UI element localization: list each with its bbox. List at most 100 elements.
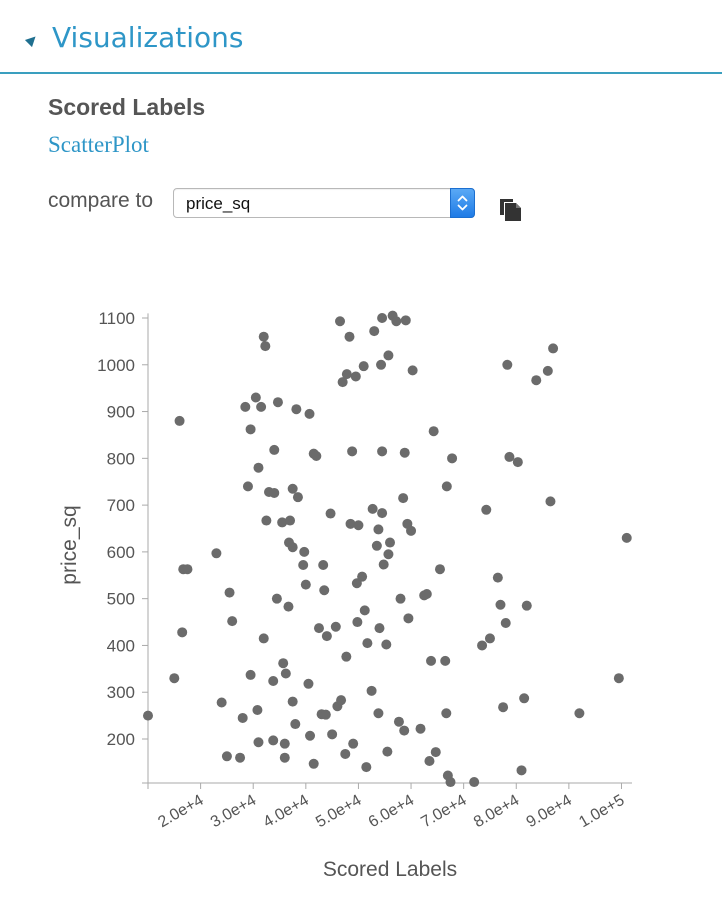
- y-tick-label: 700: [107, 496, 135, 515]
- data-point: [484, 633, 495, 644]
- data-point: [613, 673, 624, 684]
- data-point: [291, 404, 302, 415]
- data-point: [385, 537, 395, 548]
- y-tick-label: 1100: [98, 309, 135, 328]
- data-point: [341, 369, 352, 380]
- data-point: [298, 559, 309, 570]
- data-point: [327, 729, 338, 740]
- section-title: Scored Labels: [48, 94, 206, 120]
- y-tick-label: 300: [107, 683, 135, 702]
- data-point: [383, 549, 394, 560]
- data-point: [502, 359, 513, 370]
- data-point: [440, 655, 451, 666]
- data-point: [415, 723, 426, 734]
- data-point: [424, 755, 435, 766]
- data-point: [345, 518, 356, 529]
- data-point: [279, 738, 290, 749]
- data-point: [300, 579, 311, 590]
- compare-select[interactable]: price_sq: [173, 188, 475, 218]
- data-point: [308, 758, 319, 769]
- triangle-down-icon[interactable]: [24, 32, 40, 48]
- data-point: [182, 564, 193, 575]
- y-tick-label: 200: [107, 730, 135, 749]
- data-point: [407, 365, 418, 376]
- data-point: [369, 326, 380, 337]
- data-point: [245, 424, 256, 435]
- y-tick-label: 400: [107, 636, 135, 655]
- x-tick-label: 8.0e+4: [471, 792, 522, 831]
- data-point: [400, 315, 411, 326]
- data-point: [268, 675, 279, 686]
- data-point: [143, 710, 153, 721]
- data-point: [283, 601, 294, 612]
- x-axis-label: Scored Labels: [323, 858, 457, 881]
- data-point: [344, 331, 355, 342]
- y-tick-label: 1000: [97, 356, 135, 375]
- data-point: [216, 697, 227, 708]
- chevron-updown-icon[interactable]: [450, 188, 475, 218]
- data-point: [373, 524, 384, 535]
- data-point: [492, 572, 503, 583]
- data-point: [292, 492, 303, 503]
- data-point: [305, 730, 316, 741]
- y-tick-label: 500: [107, 590, 135, 609]
- copy-icon[interactable]: [499, 196, 523, 222]
- data-point: [428, 426, 439, 437]
- data-point: [374, 623, 385, 634]
- y-tick-label: 600: [107, 543, 135, 562]
- compare-select-value: price_sq: [186, 194, 251, 213]
- data-point: [358, 361, 369, 372]
- data-point: [227, 616, 238, 627]
- data-point: [378, 559, 389, 570]
- data-point: [336, 695, 347, 706]
- data-point: [519, 693, 530, 704]
- x-tick-label: 3.0e+4: [208, 792, 259, 831]
- data-point: [574, 708, 585, 719]
- data-point: [320, 709, 331, 720]
- data-point: [498, 702, 509, 713]
- data-point: [272, 397, 283, 408]
- data-point: [245, 669, 256, 680]
- data-point: [426, 655, 437, 666]
- data-point: [542, 365, 553, 376]
- data-point: [221, 751, 232, 762]
- data-point: [521, 600, 532, 611]
- data-point: [383, 350, 394, 361]
- data-point: [258, 331, 269, 342]
- data-point: [325, 508, 336, 519]
- x-tick-label: 9.0e+4: [524, 792, 575, 831]
- data-point: [258, 633, 269, 644]
- data-point: [500, 617, 511, 628]
- data-point: [169, 673, 180, 684]
- data-point: [359, 605, 370, 616]
- data-point: [347, 446, 358, 457]
- data-point: [287, 696, 298, 707]
- data-point: [445, 777, 456, 788]
- data-point: [304, 408, 315, 419]
- scatter-chart: 200 300 400 500 600 700 800 900 1000 1100 2.0e+4 3.…: [58, 309, 632, 881]
- data-point: [211, 548, 222, 559]
- data-point: [545, 496, 556, 507]
- visualizations-header: Visualizations: [0, 0, 722, 74]
- data-point: [174, 415, 185, 426]
- data-point: [269, 444, 280, 455]
- data-point: [278, 658, 289, 669]
- data-point: [335, 316, 346, 327]
- data-point: [321, 631, 332, 642]
- x-tick-label: 6.0e+4: [366, 792, 417, 831]
- data-point: [399, 447, 410, 458]
- data-point: [290, 719, 301, 730]
- x-tick-label: 4.0e+4: [261, 792, 312, 831]
- data-point: [373, 708, 384, 719]
- data-point: [398, 493, 409, 504]
- data-point: [382, 746, 393, 757]
- data-point: [361, 762, 372, 773]
- data-point: [311, 450, 322, 461]
- data-point: [319, 585, 330, 596]
- data-point: [177, 627, 188, 638]
- data-point: [430, 747, 441, 758]
- data-point: [377, 508, 388, 519]
- data-point: [399, 725, 410, 736]
- data-point: [376, 359, 387, 370]
- data-point: [477, 640, 488, 651]
